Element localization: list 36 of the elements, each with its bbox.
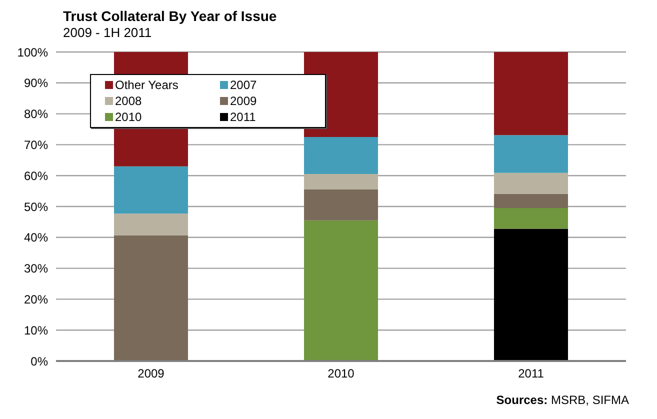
bar [114, 166, 188, 214]
y-tick-label: 50% [24, 200, 48, 214]
y-tick-label: 10% [24, 323, 48, 338]
bar [494, 52, 568, 136]
bar [494, 172, 568, 194]
bar [304, 220, 378, 361]
y-tick-label: 100% [17, 45, 48, 60]
legend-label: 2011 [230, 110, 256, 124]
y-tick-label: 40% [24, 230, 48, 245]
legend-label: 2008 [115, 94, 142, 108]
chart-title: Trust Collateral By Year of Issue [63, 8, 277, 24]
x-tick-label: 2009 [138, 366, 165, 381]
y-tick-label: 70% [24, 138, 48, 152]
bar [304, 136, 378, 174]
bar [494, 208, 568, 229]
chart-subtitle: 2009 - 1H 2011 [63, 25, 152, 40]
y-tick-label: 30% [24, 262, 48, 276]
y-tick-label: 60% [24, 168, 48, 183]
y-tick-label: 20% [24, 292, 48, 306]
source-note: Sources: MSRB, SIFMA [496, 393, 629, 407]
legend-label: Other Years [115, 78, 178, 92]
y-tick-label: 0% [30, 354, 48, 368]
legend-label: 2007 [230, 78, 257, 92]
bar [304, 190, 378, 220]
legend-label: 2009 [230, 94, 257, 108]
y-tick-label: 90% [24, 76, 48, 90]
bar [114, 214, 188, 236]
bar [494, 194, 568, 208]
legend-label: 2010 [115, 110, 142, 124]
x-tick-label: 2011 [518, 366, 544, 381]
y-tick-label: 80% [24, 107, 48, 122]
bar [304, 174, 378, 190]
bar [114, 235, 188, 361]
x-tick-label: 2010 [328, 366, 355, 381]
bar [494, 135, 568, 173]
bar [494, 228, 568, 361]
